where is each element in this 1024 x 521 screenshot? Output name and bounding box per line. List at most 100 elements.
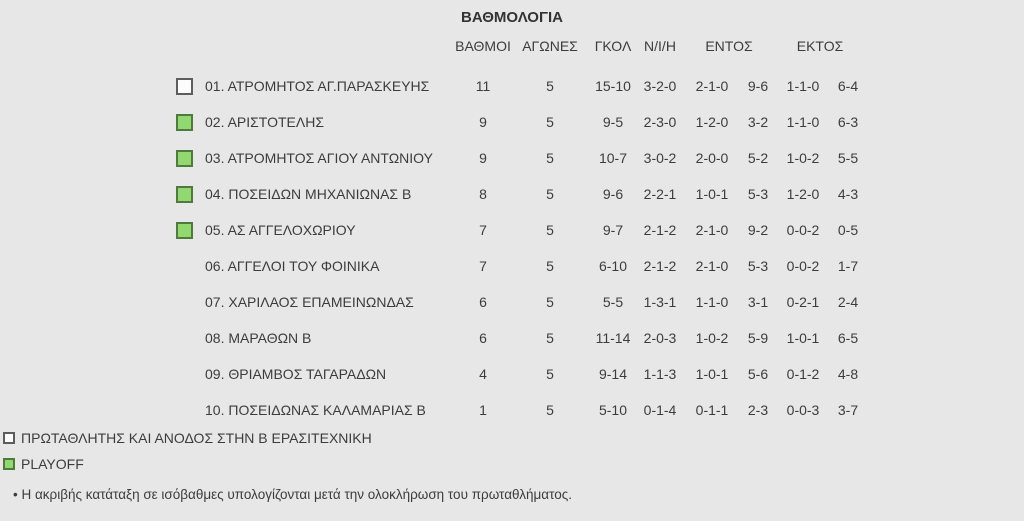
team-name: 08. ΜΑΡΑΘΩΝ Β	[205, 330, 312, 346]
table-row: 07. ΧΑΡΙΛΑΟΣ ΕΠΑΜΕΙΝΩΝΔΑΣ 6 5 5-5 1-3-1 …	[0, 284, 1024, 320]
wdl-value: 2-2-1	[643, 186, 677, 202]
games-value: 5	[546, 222, 554, 238]
points-value: 1	[479, 402, 487, 418]
home-goals-value: 5-3	[747, 186, 769, 202]
col-header-points: ΒΑΘΜΟΙ	[455, 38, 511, 54]
wdl-value: 2-1-2	[643, 222, 677, 238]
away-record-value: 0-0-2	[786, 258, 820, 274]
home-record-value: 2-1-0	[695, 258, 729, 274]
table-row: 06. ΑΓΓΕΛΟΙ ΤΟΥ ΦΟΙΝΙΚΑ 7 5 6-10 2-1-2 2…	[0, 248, 1024, 284]
goals-value: 9-6	[602, 186, 624, 202]
wdl-value: 1-1-3	[643, 366, 677, 382]
goals-value: 5-5	[602, 294, 624, 310]
away-goals-value: 4-8	[837, 366, 859, 382]
wdl-value: 2-0-3	[643, 330, 677, 346]
home-goals-value: 9-6	[747, 78, 769, 94]
home-goals-value: 5-9	[747, 330, 769, 346]
away-record-value: 1-2-0	[786, 186, 820, 202]
home-record-value: 1-1-0	[695, 294, 729, 310]
col-header-away: ΕΚΤΟΣ	[796, 38, 844, 54]
legend: ΠΡΩΤΑΘΛΗΤΗΣ ΚΑΙ ΑΝΟΔΟΣ ΣΤΗΝ Β ΕΡΑΣΙΤΕΧΝΙ…	[3, 425, 372, 477]
team-name: 10. ΠΟΣΕΙΔΩΝΑΣ ΚΑΛΑΜΑΡΙΑΣ Β	[205, 402, 426, 418]
home-record-value: 1-0-2	[695, 330, 729, 346]
table-row: 05. ΑΣ ΑΓΓΕΛΟΧΩΡΙΟΥ 7 5 9-7 2-1-2 2-1-0 …	[0, 212, 1024, 248]
wdl-value: 3-2-0	[643, 78, 677, 94]
games-value: 5	[546, 366, 554, 382]
col-header-goals: ΓΚΟΛ	[594, 38, 632, 54]
rank-marker-icon	[176, 113, 193, 131]
footnote-text: • Η ακριβής κατάταξη σε ισόβαθμες υπολογ…	[13, 487, 572, 502]
away-goals-value: 6-3	[837, 114, 859, 130]
games-value: 5	[546, 330, 554, 346]
team-name: 03. ΑΤΡΟΜΗΤΟΣ ΑΓΙΟΥ ΑΝΤΩΝΙΟΥ	[205, 150, 433, 166]
legend-item-playoff: PLAYOFF	[3, 451, 372, 477]
table-row: 01. ΑΤΡΟΜΗΤΟΣ ΑΓ.ΠΑΡΑΣΚΕΥΗΣ 11 5 15-10 3…	[0, 68, 1024, 104]
games-value: 5	[546, 114, 554, 130]
away-goals-value: 5-5	[837, 150, 859, 166]
away-goals-value: 6-5	[837, 330, 859, 346]
away-record-value: 0-1-2	[786, 366, 820, 382]
table-row: 04. ΠΟΣΕΙΔΩΝ ΜΗΧΑΝΙΩΝΑΣ Β 8 5 9-6 2-2-1 …	[0, 176, 1024, 212]
home-record-value: 2-1-0	[695, 222, 729, 238]
goals-value: 9-7	[602, 222, 624, 238]
col-header-games: ΑΓΩΝΕΣ	[522, 38, 578, 54]
home-goals-value: 5-3	[747, 258, 769, 274]
table-row: 10. ΠΟΣΕΙΔΩΝΑΣ ΚΑΛΑΜΑΡΙΑΣ Β 1 5 5-10 0-1…	[0, 392, 1024, 428]
legend-label: ΠΡΩΤΑΘΛΗΤΗΣ ΚΑΙ ΑΝΟΔΟΣ ΣΤΗΝ Β ΕΡΑΣΙΤΕΧΝΙ…	[21, 430, 372, 446]
home-goals-value: 2-3	[747, 402, 769, 418]
games-value: 5	[546, 294, 554, 310]
legend-label: PLAYOFF	[21, 456, 84, 472]
table-row: 08. ΜΑΡΑΘΩΝ Β 6 5 11-14 2-0-3 1-0-2 5-9 …	[0, 320, 1024, 356]
table-row: 09. ΘΡΙΑΜΒΟΣ ΤΑΓΑΡΑΔΩΝ 4 5 9-14 1-1-3 1-…	[0, 356, 1024, 392]
points-value: 9	[479, 150, 487, 166]
away-goals-value: 1-7	[837, 258, 859, 274]
rank-marker-icon	[176, 185, 193, 203]
away-record-value: 0-2-1	[786, 294, 820, 310]
team-name: 05. ΑΣ ΑΓΓΕΛΟΧΩΡΙΟΥ	[205, 222, 356, 238]
points-value: 7	[479, 258, 487, 274]
team-name: 04. ΠΟΣΕΙΔΩΝ ΜΗΧΑΝΙΩΝΑΣ Β	[205, 186, 412, 202]
points-value: 6	[479, 294, 487, 310]
wdl-value: 3-0-2	[643, 150, 677, 166]
wdl-value: 1-3-1	[643, 294, 677, 310]
table-row: 02. ΑΡΙΣΤΟΤΕΛΗΣ 9 5 9-5 2-3-0 1-2-0 3-2 …	[0, 104, 1024, 140]
points-value: 6	[479, 330, 487, 346]
home-record-value: 1-2-0	[695, 114, 729, 130]
home-goals-value: 9-2	[747, 222, 769, 238]
goals-value: 6-10	[598, 258, 628, 274]
table-row: 03. ΑΤΡΟΜΗΤΟΣ ΑΓΙΟΥ ΑΝΤΩΝΙΟΥ 9 5 10-7 3-…	[0, 140, 1024, 176]
away-goals-value: 2-4	[837, 294, 859, 310]
away-record-value: 1-0-1	[786, 330, 820, 346]
wdl-value: 0-1-4	[643, 402, 677, 418]
points-value: 9	[479, 114, 487, 130]
goals-value: 11-14	[595, 330, 631, 346]
playoff-marker-icon	[3, 458, 15, 470]
home-goals-value: 5-2	[747, 150, 769, 166]
goals-value: 5-10	[598, 402, 628, 418]
team-name: 09. ΘΡΙΑΜΒΟΣ ΤΑΓΑΡΑΔΩΝ	[205, 366, 387, 382]
points-value: 7	[479, 222, 487, 238]
standings-title: ΒΑΘΜΟΛΟΓΙΑ	[461, 9, 563, 26]
away-goals-value: 3-7	[837, 402, 859, 418]
table-header-row: ΒΑΘΜΟΙ ΑΓΩΝΕΣ ΓΚΟΛ Ν/Ι/Η ΕΝΤΟΣ ΕΚΤΟΣ	[0, 38, 1024, 54]
games-value: 5	[546, 258, 554, 274]
team-name: 07. ΧΑΡΙΛΑΟΣ ΕΠΑΜΕΙΝΩΝΔΑΣ	[205, 294, 414, 310]
home-goals-value: 3-1	[747, 294, 769, 310]
away-goals-value: 4-3	[837, 186, 859, 202]
champion-marker-icon	[3, 432, 15, 444]
wdl-value: 2-3-0	[643, 114, 677, 130]
legend-item-champion: ΠΡΩΤΑΘΛΗΤΗΣ ΚΑΙ ΑΝΟΔΟΣ ΣΤΗΝ Β ΕΡΑΣΙΤΕΧΝΙ…	[3, 425, 372, 451]
home-record-value: 1-0-1	[695, 186, 729, 202]
team-name: 06. ΑΓΓΕΛΟΙ ΤΟΥ ΦΟΙΝΙΚΑ	[205, 258, 380, 274]
games-value: 5	[546, 78, 554, 94]
standings-table: 01. ΑΤΡΟΜΗΤΟΣ ΑΓ.ΠΑΡΑΣΚΕΥΗΣ 11 5 1 5-10 3…	[0, 68, 1024, 428]
games-value: 5	[546, 150, 554, 166]
home-goals-value: 5-6	[747, 366, 769, 382]
home-record-value: 2-0-0	[695, 150, 729, 166]
away-record-value: 1-0-2	[786, 150, 820, 166]
points-value: 8	[479, 186, 487, 202]
team-name: 01. ΑΤΡΟΜΗΤΟΣ ΑΓ.ΠΑΡΑΣΚΕΥΗΣ	[205, 78, 430, 94]
away-goals-value: 6-4	[837, 78, 859, 94]
points-value: 11	[475, 78, 491, 94]
